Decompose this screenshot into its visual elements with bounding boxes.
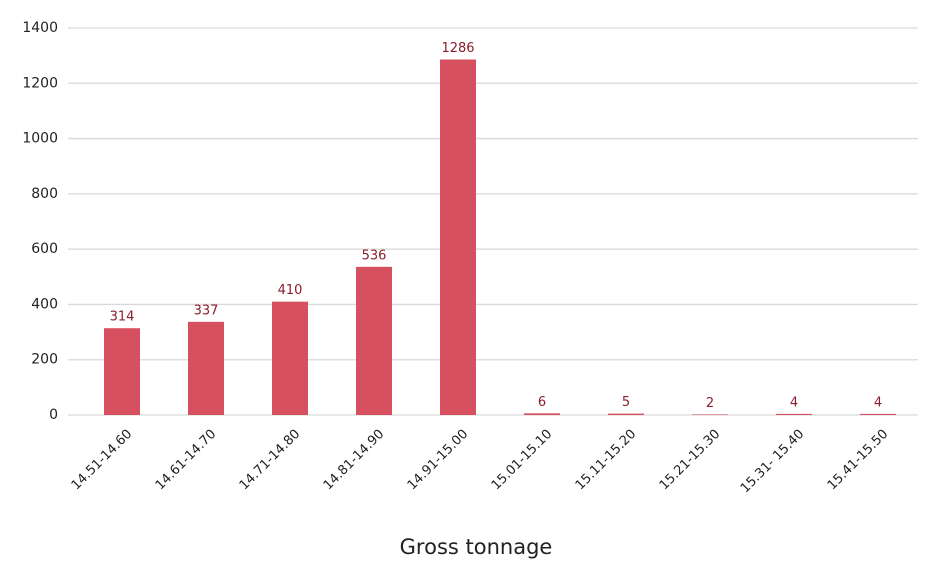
bar (524, 413, 560, 415)
value-label: 4 (874, 395, 882, 410)
value-label: 337 (194, 303, 219, 318)
x-axis-label: Gross tonnage (400, 535, 553, 559)
y-tick-label: 200 (31, 352, 58, 368)
x-tick-label: 14.51-14.60 (69, 427, 136, 494)
x-tick-label: 14.81-14.90 (321, 427, 388, 494)
bar (440, 59, 476, 416)
y-tick-label: 600 (31, 241, 58, 257)
x-tick-label: 15.41-15.50 (825, 427, 892, 494)
bar (692, 414, 728, 415)
x-tick-label: 14.91-15.00 (405, 427, 472, 494)
value-label: 410 (278, 283, 303, 298)
y-tick-label: 0 (49, 407, 58, 423)
y-tick-label: 1200 (22, 75, 58, 91)
value-label: 2 (706, 396, 714, 411)
value-label: 314 (110, 310, 135, 325)
x-tick-label: 14.61-14.70 (153, 427, 220, 494)
x-tick-label: 14.71-14.80 (237, 427, 304, 494)
bar (104, 328, 140, 415)
x-tick-label: 15.11-15.20 (573, 427, 640, 494)
x-tick-label: 15.21-15.30 (657, 427, 724, 494)
bar (188, 321, 224, 415)
bar (860, 413, 896, 415)
value-label: 1286 (441, 41, 474, 56)
x-tick-label: 15.31- 15.40 (738, 427, 807, 496)
bar (776, 413, 812, 415)
value-label: 5 (622, 395, 630, 410)
y-tick-label: 1000 (22, 131, 58, 147)
bar (356, 266, 392, 415)
bar (272, 301, 308, 415)
bar (608, 413, 644, 415)
y-tick-label: 400 (31, 296, 58, 312)
y-tick-label: 1400 (22, 20, 58, 36)
value-label: 6 (538, 395, 546, 410)
value-label: 4 (790, 395, 798, 410)
y-tick-label: 800 (31, 186, 58, 202)
value-label: 536 (362, 248, 387, 263)
x-tick-label: 15.01-15.10 (489, 427, 556, 494)
